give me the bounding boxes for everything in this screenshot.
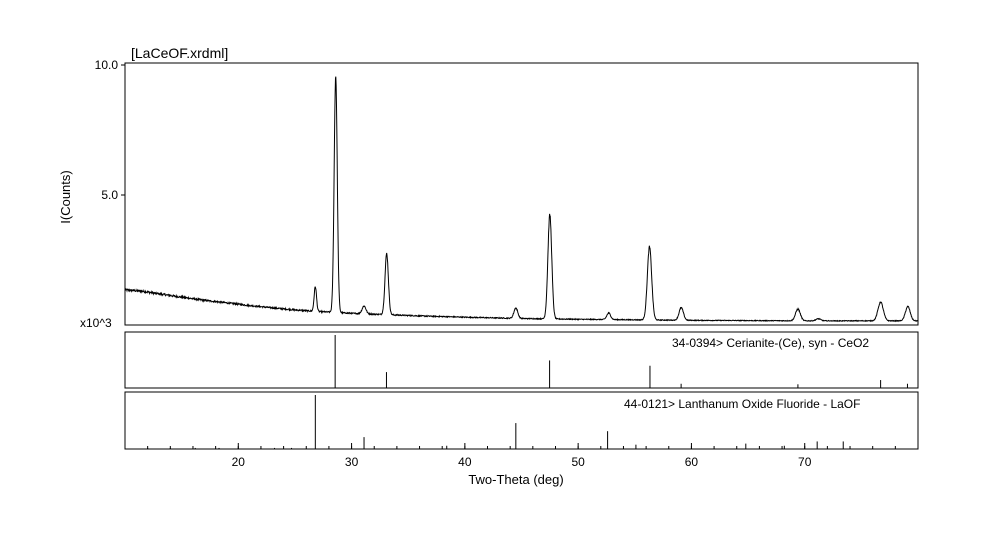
x-tick-label: 20 [232,455,246,469]
x-tick-label: 60 [685,455,699,469]
main-plot-frame [124,62,919,326]
x-axis-label: Two-Theta (deg) [468,472,563,487]
ref-pattern-1-lines [334,335,908,388]
ref-pattern-2-lines [147,395,844,449]
x-tick-label: 70 [798,455,812,469]
diffraction-pattern [124,76,919,323]
y-tick-label: 5.0 [101,188,118,202]
ref-panel-2-frame [124,391,919,450]
x-tick-label: 50 [571,455,585,469]
pattern-trace [124,76,919,323]
y-multiplier-label: x10^3 [80,316,112,330]
y-axis-ticks: 5.0 10.0 [95,58,125,202]
ref-pattern-2-label: 44-0121> Lanthanum Oxide Fluoride - LaOF [624,397,860,411]
y-tick-label: 10.0 [95,58,119,72]
x-tick-label: 30 [345,455,359,469]
chart-title: [LaCeOF.xrdml] [131,45,228,61]
x-axis-ticks: 20 30 40 50 60 70 [147,443,896,469]
y-axis-label: I(Counts) [58,170,73,223]
ref-pattern-1-label: 34-0394> Cerianite-(Ce), syn - CeO2 [672,336,869,350]
ref-panel-1-frame [124,331,919,389]
x-tick-label: 40 [458,455,472,469]
